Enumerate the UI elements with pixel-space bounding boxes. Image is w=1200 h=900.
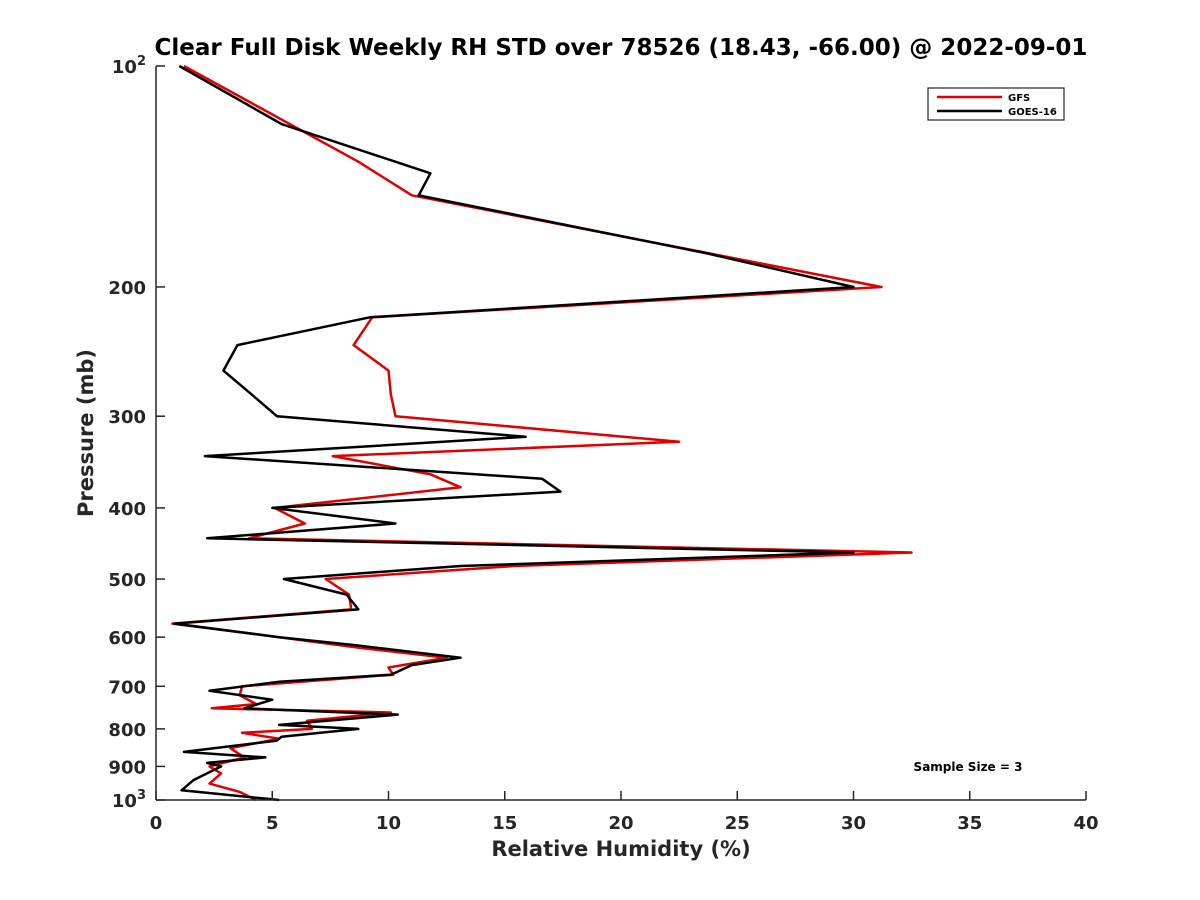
legend-box — [927, 87, 1065, 121]
x-axis-ticks: 0 5 10 15 20 25 30 35 40 — [150, 791, 1099, 834]
x-tick-label: 25 — [725, 813, 750, 834]
x-tick-label: 30 — [841, 813, 866, 834]
sample-size-annotation: Sample Size = 3 — [914, 760, 1023, 774]
x-tick-label: 35 — [957, 813, 982, 834]
chart-title: Clear Full Disk Weekly RH STD over 78526… — [155, 35, 1088, 61]
y-axis-ticks: 102 200 300 400 500 600 700 800 900 103 — [108, 54, 165, 812]
x-tick-label: 15 — [492, 813, 517, 834]
y-tick-label: 600 — [108, 628, 146, 649]
y-axis-label: Pressure (mb) — [74, 349, 98, 517]
series-line-goes-16 — [173, 64, 855, 802]
y-tick-label: 200 — [108, 278, 146, 299]
y-tick-label: 500 — [108, 570, 146, 591]
y-tick-label: 103 — [112, 788, 146, 812]
x-tick-label: 5 — [266, 813, 279, 834]
y-tick-label: 102 — [112, 54, 146, 78]
series-layer — [171, 64, 913, 802]
y-tick-label: 900 — [108, 757, 146, 778]
plot-area: 0 5 10 15 20 25 30 35 40 102 200 300 400 500 600 700 80… — [108, 54, 1098, 834]
legend-label-goes-16: GOES-16 — [1008, 107, 1057, 118]
plot-background — [156, 66, 1086, 800]
legend-entries: GFS GOES-16 — [937, 93, 1057, 118]
y-tick-label: 700 — [108, 677, 146, 698]
legend: GFS GOES-16 — [927, 87, 1065, 121]
x-tick-label: 0 — [150, 813, 163, 834]
y-tick-label: 800 — [108, 720, 146, 741]
x-tick-label: 40 — [1073, 813, 1098, 834]
y-tick-label: 300 — [108, 407, 146, 428]
x-axis-label: Relative Humidity (%) — [491, 837, 750, 861]
x-tick-label: 20 — [608, 813, 633, 834]
x-tick-label: 10 — [376, 813, 401, 834]
legend-label-gfs: GFS — [1008, 93, 1030, 104]
y-tick-label: 400 — [108, 499, 146, 520]
